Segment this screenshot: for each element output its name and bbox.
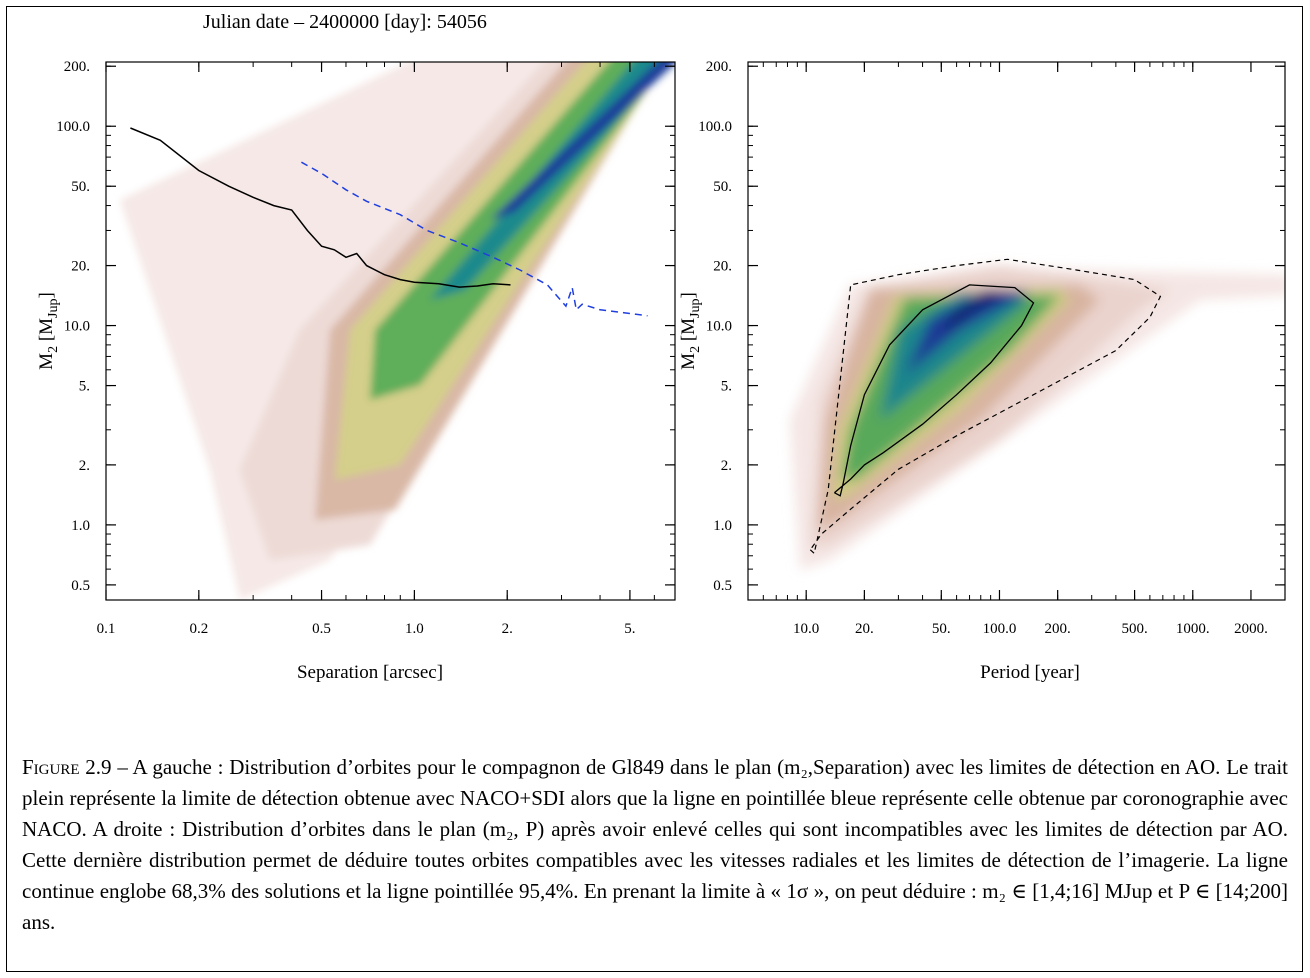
left-axes-box: [105, 61, 676, 601]
left-x-axis-label: Separation [arcsec]: [297, 662, 443, 683]
left-ticks: 0.1 0.2 0.5 1.0 2. 5. 0.5 1.0 2. 5. 10.0 20. 50. 100.…: [56, 59, 676, 637]
right-y-axis-label: M2 [MJup]: [678, 292, 703, 370]
y-tick-label: 5.: [79, 379, 90, 395]
left-panel: 0.1 0.2 0.5 1.0 2. 5. 0.5 1.0 2. 5. 10.0 20. 50. 100.…: [36, 59, 676, 683]
x-tick-label: 500.: [1121, 621, 1147, 637]
y-tick-label: 50.: [71, 179, 90, 195]
figure-frame: [6, 6, 1303, 972]
x-tick-label: 2000.: [1234, 621, 1268, 637]
x-tick-label: 0.5: [312, 621, 331, 637]
x-tick-label: 0.1: [97, 621, 116, 637]
figure-caption: Figure 2.9 – A gauche : Distribution d’o…: [22, 752, 1288, 938]
x-tick-label: 20.: [855, 621, 874, 637]
y-tick-label: 50.: [713, 179, 732, 195]
x-tick-label: 100.0: [983, 621, 1017, 637]
y-tick-label: 200.: [706, 59, 732, 75]
left-y-axis-label: M2 [MJup]: [36, 292, 61, 370]
right-panel: 10.0 20. 50. 100.0 200. 500. 1000. 2000. 0.5 1.0 2…: [678, 59, 1286, 683]
x-tick-label: 2.: [502, 621, 513, 637]
y-tick-label: 1.0: [71, 518, 90, 534]
y-tick-label: 10.0: [706, 319, 732, 335]
coronography-limit-line: [301, 161, 648, 317]
x-tick-label: 50.: [932, 621, 951, 637]
y-tick-label: 10.0: [64, 319, 90, 335]
right-x-axis-label: Period [year]: [980, 662, 1080, 683]
y-tick-label: 20.: [713, 259, 732, 275]
y-tick-label: 0.5: [713, 578, 732, 594]
y-tick-label: 200.: [64, 59, 90, 75]
x-tick-label: 1000.: [1176, 621, 1210, 637]
x-tick-label: 0.2: [189, 621, 208, 637]
naco-sdi-limit-line: [130, 127, 511, 288]
y-tick-label: 2.: [721, 458, 732, 474]
caption-text: A gauche : Distribution d’orbites pour l…: [22, 755, 1288, 934]
x-tick-label: 10.0: [793, 621, 819, 637]
x-tick-label: 5.: [624, 621, 635, 637]
heatmap-blue: [490, 62, 675, 220]
y-tick-label: 2.: [79, 458, 90, 474]
right-ticks: 10.0 20. 50. 100.0 200. 500. 1000. 2000. 0.5 1.0 2…: [698, 59, 1286, 637]
y-tick-label: 0.5: [71, 578, 90, 594]
left-heatmap: [120, 62, 675, 600]
right-heatmap: [790, 258, 1285, 570]
y-tick-label: 20.: [71, 259, 90, 275]
heatmap-teal: [880, 292, 1030, 420]
y-tick-label: 100.0: [698, 119, 732, 135]
y-tick-label: 5.: [721, 379, 732, 395]
contour-68-line: [833, 284, 1035, 497]
x-tick-label: 1.0: [405, 621, 424, 637]
x-tick-label: 200.: [1045, 621, 1071, 637]
right-axes-box: [747, 61, 1286, 601]
heatmap-core: [940, 292, 1010, 335]
caption-label: Figure 2.9 –: [22, 755, 128, 779]
contour-95-line: [809, 258, 1162, 555]
julian-date-label: Julian date – 2400000 [day]: 54056: [203, 11, 487, 33]
y-tick-label: 1.0: [713, 518, 732, 534]
y-tick-label: 100.0: [56, 119, 90, 135]
heatmap-green: [842, 295, 1060, 480]
figure-plots: 0.1 0.2 0.5 1.0 2. 5. 0.5 1.0 2. 5. 10.0 20. 50. 100.…: [36, 59, 1286, 683]
